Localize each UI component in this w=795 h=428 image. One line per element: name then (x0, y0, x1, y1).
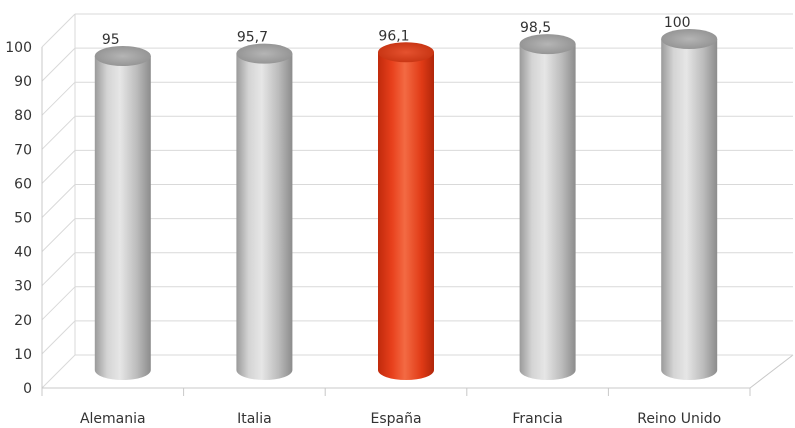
y-tick-label-100: 100 (5, 40, 32, 56)
y-tick-label-80: 80 (14, 108, 32, 124)
category-label-francia: Francia (512, 411, 562, 427)
bar-top (661, 29, 718, 49)
gridline-depth-30 (41, 252, 76, 287)
gridline-depth-100 (41, 13, 76, 48)
bar-top (378, 42, 434, 63)
category-label-italia: Italia (237, 411, 272, 427)
gridline-depth-10 (41, 320, 76, 355)
data-label-españa: 96,1 (378, 28, 409, 44)
data-label-francia: 98,5 (520, 20, 551, 36)
bar-alemania (94, 46, 151, 381)
gridline-depth-80 (41, 81, 76, 116)
gridline-depth-50 (41, 184, 76, 218)
category-label-alemania: Alemania (80, 411, 146, 427)
y-tick-label-40: 40 (14, 245, 32, 261)
gridline-depth-70 (41, 115, 76, 150)
bars (94, 29, 718, 381)
y-tick-label-30: 30 (14, 279, 32, 295)
bar-italia (236, 43, 293, 381)
floor-edge (749, 354, 794, 389)
gridline-depth-60 (41, 150, 76, 184)
data-label-italia: 95,7 (237, 30, 268, 46)
bar-francia (519, 34, 576, 381)
category-label-españa: España (370, 411, 421, 427)
y-tick-label-50: 50 (14, 211, 32, 227)
gridline-depth-0 (41, 354, 76, 389)
y-tick-label-60: 60 (14, 176, 32, 192)
y-tick-label-20: 20 (14, 313, 32, 329)
data-label-reino-unido: 100 (664, 15, 691, 31)
bar-body (236, 53, 293, 381)
y-tick-label-70: 70 (14, 142, 32, 158)
bar-top (519, 34, 576, 55)
bar-body (94, 56, 151, 381)
y-tick-label-10: 10 (14, 347, 32, 363)
bar-top (94, 46, 151, 67)
gridline-depth-20 (41, 286, 76, 321)
labels: 0 10 20 30 40 50 60 70 80 90 100 95 Alemania 95,7 Ital… (5, 15, 721, 427)
gridline-depth-40 (41, 218, 76, 252)
bar-top (236, 43, 293, 64)
gridline-depth-90 (41, 47, 76, 82)
bar-body (519, 44, 576, 381)
bar-body (661, 39, 718, 380)
bar-españa (378, 42, 434, 380)
y-tick-label-0: 0 (23, 381, 32, 397)
y-tick-label-90: 90 (14, 74, 32, 90)
bar-reino-unido (661, 29, 718, 380)
category-label-reino-unido: Reino Unido (637, 411, 721, 427)
data-label-alemania: 95 (102, 32, 120, 48)
bar-body (378, 52, 434, 380)
